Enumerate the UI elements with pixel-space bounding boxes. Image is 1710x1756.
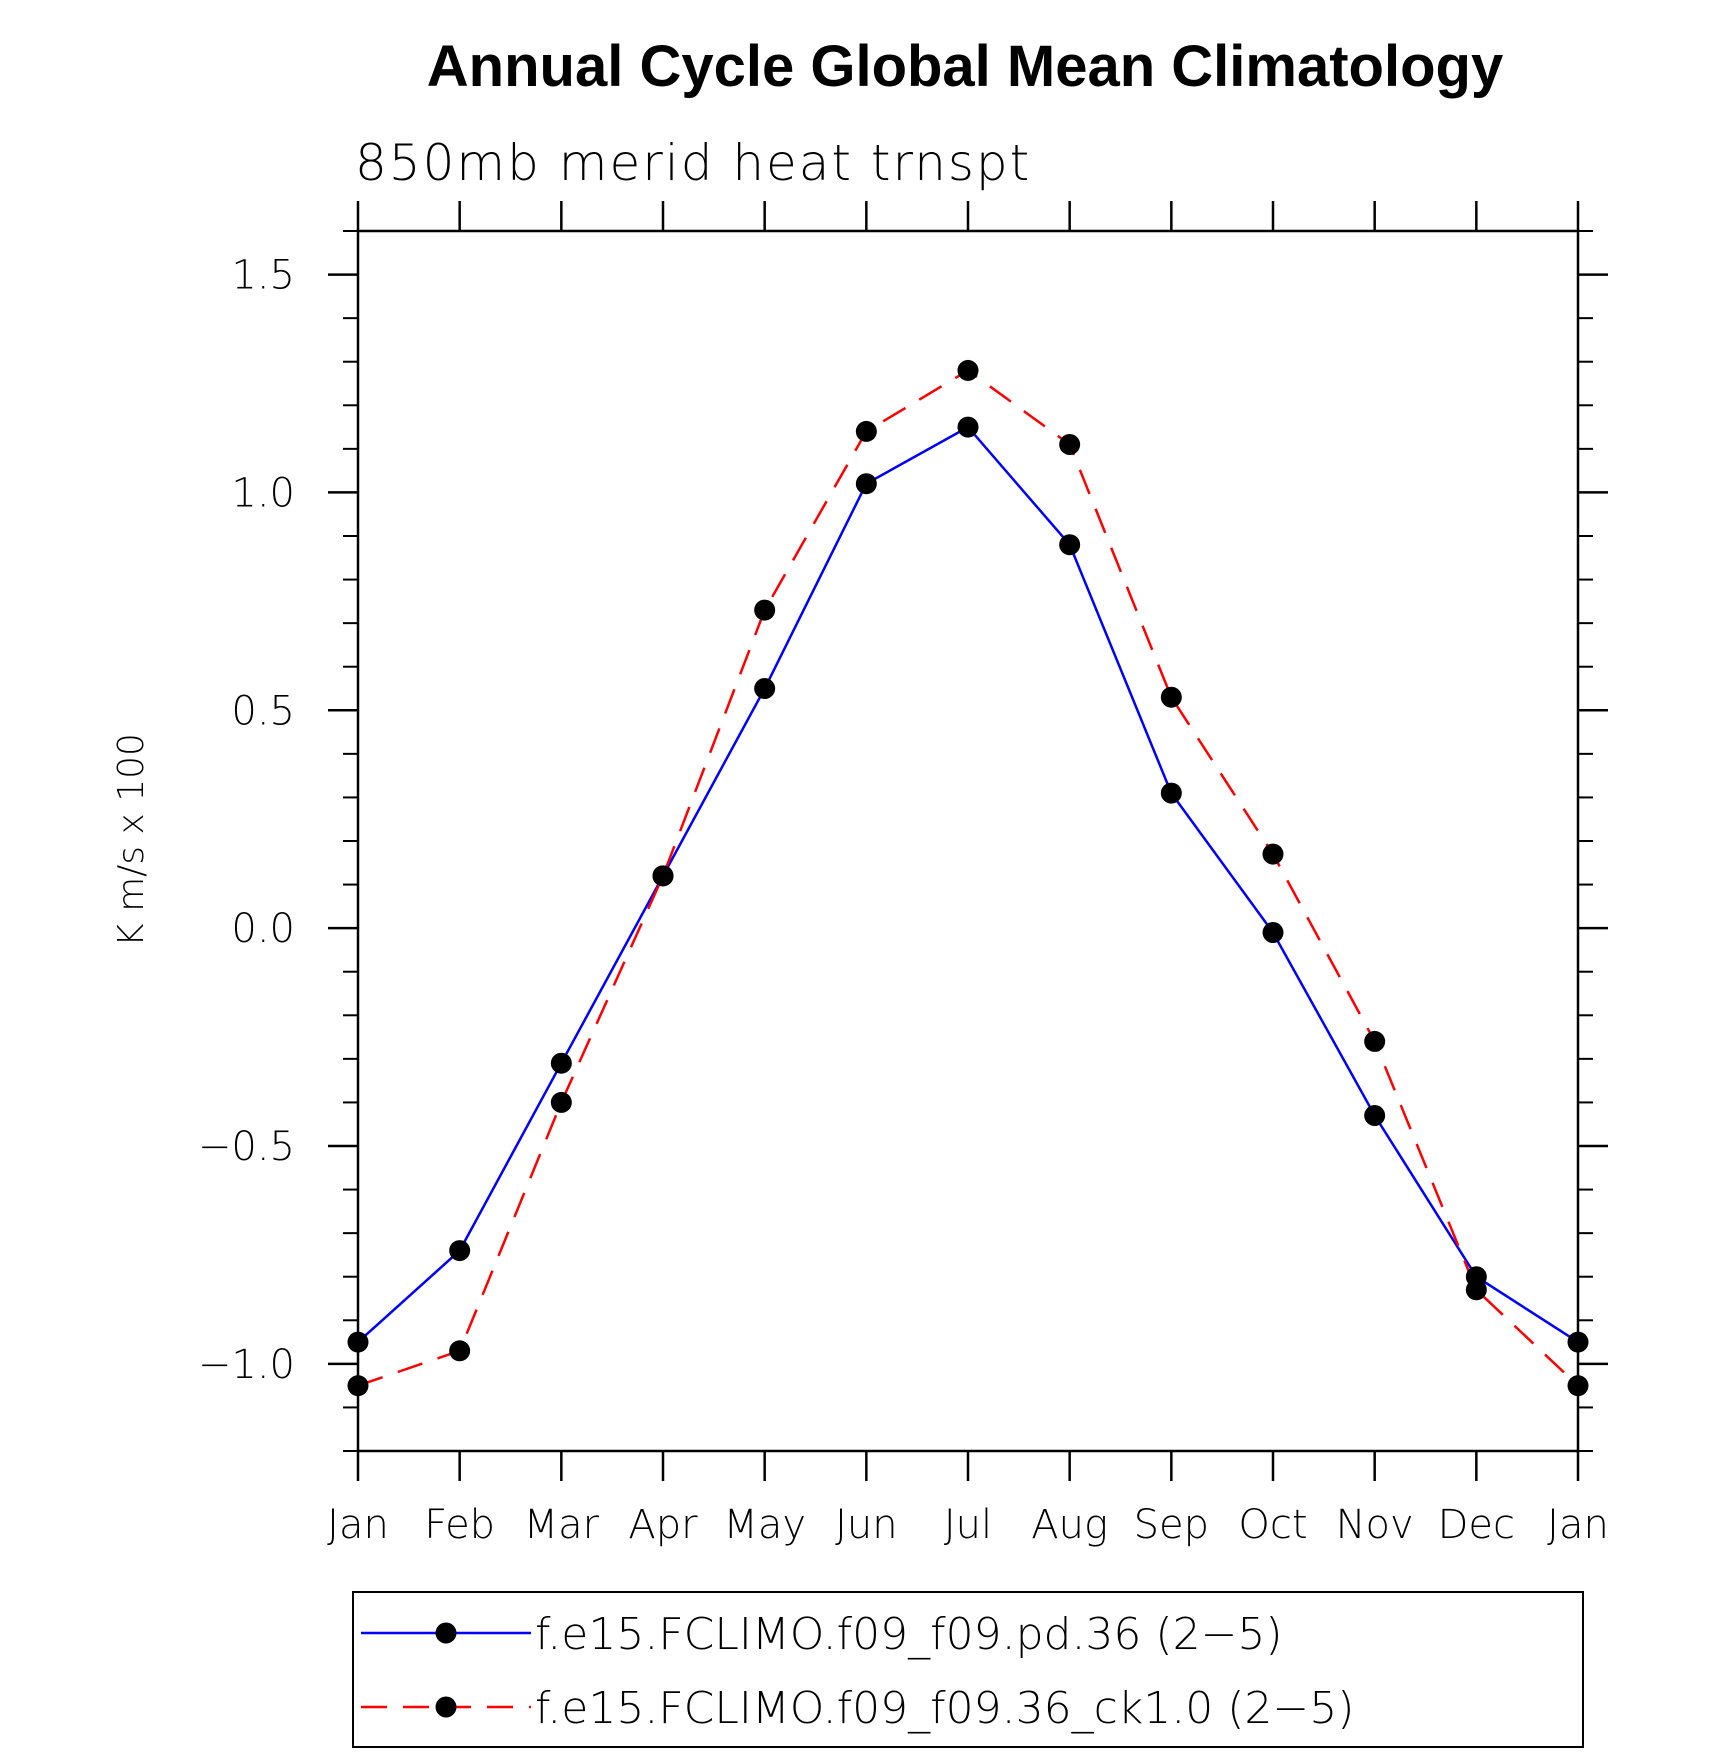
series-1-point <box>1160 782 1182 804</box>
series-1-point <box>1567 1331 1589 1353</box>
x-tick-label: Jan <box>1547 1502 1609 1548</box>
x-tick-label: May <box>723 1502 806 1548</box>
series-2-point <box>347 1375 369 1397</box>
x-tick-label: Jul <box>944 1502 992 1548</box>
plot-border <box>356 229 1580 1453</box>
series-2-point <box>754 599 776 621</box>
legend-label-1: f.e15.FCLIMO.f09_f09.pd.36 (2−5) <box>535 1609 1283 1660</box>
y-tick-label: 0.5 <box>231 688 295 734</box>
series-2-point <box>550 1091 572 1113</box>
x-tick-label: Feb <box>424 1502 495 1548</box>
x-tick-label: Jan <box>327 1502 389 1548</box>
series-2-point <box>957 359 979 381</box>
x-tick-label: Oct <box>1238 1502 1307 1548</box>
x-tick-label: Sep <box>1134 1502 1209 1548</box>
x-tick-label: Apr <box>628 1502 698 1548</box>
y-tick-label: −1.0 <box>198 1342 295 1388</box>
series-1-point <box>1364 1105 1386 1126</box>
series-2-point <box>855 420 877 442</box>
legend: f.e15.FCLIMO.f09_f09.pd.36 (2−5) f.e15.FC… <box>352 1591 1584 1748</box>
plot-area <box>356 229 1580 1453</box>
series-1-point <box>449 1240 471 1262</box>
series-2-point <box>1567 1375 1589 1397</box>
series-2-point <box>1364 1030 1386 1052</box>
series-line-1 <box>357 425 1579 1344</box>
x-tick-label: Dec <box>1438 1502 1515 1548</box>
x-tick-label: Mar <box>524 1502 600 1548</box>
series-1-point <box>1059 534 1081 556</box>
legend-label-2: f.e15.FCLIMO.f09_f09.36_ck1.0 (2−5) <box>535 1683 1354 1734</box>
y-tick-label: 1.0 <box>231 470 295 516</box>
series-line-2 <box>357 368 1579 1387</box>
series-2-point <box>1262 843 1284 865</box>
series-1-point <box>754 678 776 699</box>
legend-marker-2 <box>435 1696 457 1718</box>
y-tick-label: 1.5 <box>231 253 295 299</box>
series-2-point <box>1059 434 1081 455</box>
legend-marker-1 <box>435 1622 457 1644</box>
chart-title: Annual Cycle Global Mean Climatology <box>427 34 1503 99</box>
chart-subtitle: 850mb merid heat trnspt <box>355 134 1031 192</box>
y-axis-label: K m/s x 100 <box>111 733 152 947</box>
series-2-point <box>652 865 674 887</box>
series-2-point <box>1160 686 1182 708</box>
y-tick-label: 0.0 <box>231 906 295 952</box>
series-1-point <box>347 1331 369 1353</box>
series-layer <box>347 359 1589 1397</box>
x-tick-label: Nov <box>1336 1502 1414 1548</box>
y-tick-label: −0.5 <box>198 1124 295 1170</box>
series-1-point <box>1262 922 1284 943</box>
x-tick-label: Jun <box>835 1502 898 1548</box>
series-2-point <box>1465 1279 1487 1301</box>
series-1-point <box>855 473 877 495</box>
series-1-point <box>957 416 979 438</box>
x-tick-label: Aug <box>1031 1502 1108 1548</box>
axis-ticks: Jan Feb Mar Apr May Jun Jul Aug Sep Oct Nov Dec Jan −… <box>198 201 1609 1548</box>
series-1-point <box>550 1052 572 1074</box>
legend-box <box>352 1591 1584 1748</box>
series-2-point <box>449 1340 471 1362</box>
